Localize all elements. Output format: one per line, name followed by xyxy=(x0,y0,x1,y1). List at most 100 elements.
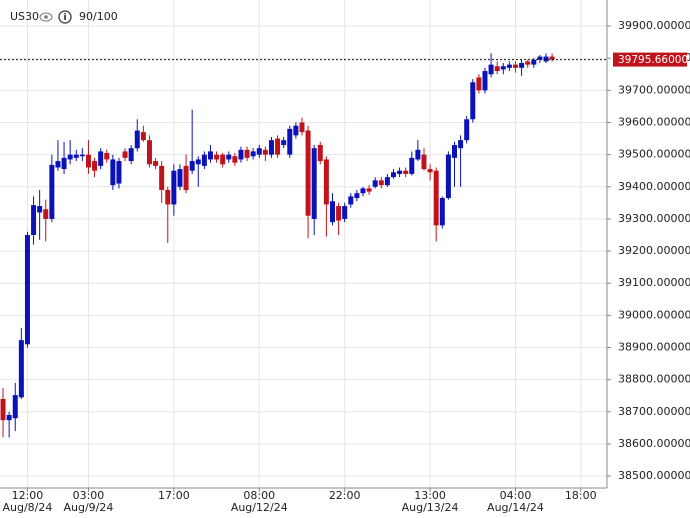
x-tick-label: 17:00 xyxy=(158,489,190,502)
x-tick-label: 22:00 xyxy=(329,489,361,502)
candle-body xyxy=(140,132,146,141)
candle-body xyxy=(153,161,159,166)
candle-body xyxy=(397,170,403,174)
y-tick-label: 39600.00000 xyxy=(618,115,690,128)
candle-body xyxy=(37,206,43,213)
candle-body xyxy=(506,64,512,68)
candle-body xyxy=(110,159,116,186)
candle-body xyxy=(159,165,165,190)
candle-body xyxy=(244,149,250,158)
candle-body xyxy=(543,56,549,62)
candle-body xyxy=(104,153,110,160)
candle-body xyxy=(238,149,244,160)
symbol: US30 xyxy=(10,10,39,23)
candle-body xyxy=(31,205,37,235)
candle-body xyxy=(12,395,18,419)
candle-body xyxy=(183,165,189,190)
candle-body xyxy=(122,151,128,158)
x-tick-label: 13:00 xyxy=(414,489,446,502)
candle-body xyxy=(146,140,152,165)
x-tick-date: Aug/8/24 xyxy=(3,501,53,514)
candle-body xyxy=(519,63,525,68)
candle-body xyxy=(433,170,439,226)
candle-body xyxy=(336,206,342,221)
candle-body xyxy=(256,148,262,155)
y-tick-label: 39400.00000 xyxy=(618,180,690,193)
x-tick-date: Aug/9/24 xyxy=(64,501,114,514)
candles xyxy=(0,53,607,438)
x-tick-date: Aug/13/24 xyxy=(402,501,459,514)
svg-text:i: i xyxy=(63,13,66,23)
candle-body xyxy=(220,154,226,165)
y-tick-label: 39200.00000 xyxy=(618,244,690,257)
candle-body xyxy=(531,59,537,65)
candle-body xyxy=(317,144,323,162)
candle-body xyxy=(79,154,85,157)
candle-body xyxy=(329,201,335,223)
y-tick-label: 39500.00000 xyxy=(618,148,690,161)
candle-body xyxy=(390,172,396,178)
axes: 38500.00000 38600.00000 38700.00000 38800.0… xyxy=(3,19,690,514)
candle-body xyxy=(476,77,482,91)
grid xyxy=(0,0,607,488)
candle-body xyxy=(116,161,122,184)
y-tick-label: 38700.00000 xyxy=(618,405,690,418)
candle-body xyxy=(293,125,299,136)
x-tick-label: 03:00 xyxy=(73,489,105,502)
candle-body xyxy=(43,209,49,219)
candle-body xyxy=(482,71,488,91)
x-tick-label: 18:00 xyxy=(565,489,597,502)
candle-body xyxy=(287,128,293,155)
candle-body xyxy=(525,61,531,65)
rating: 90/100 xyxy=(79,10,118,23)
candle-body xyxy=(165,189,171,205)
candle-body xyxy=(128,148,134,162)
candle-body xyxy=(488,64,494,75)
candle-body xyxy=(311,148,317,219)
x-tick-date: Aug/12/24 xyxy=(231,501,288,514)
candle-body xyxy=(549,56,555,60)
candle-body xyxy=(415,149,421,160)
candle-body xyxy=(201,154,207,166)
visibility-icon[interactable] xyxy=(39,12,53,22)
y-tick-label: 38500.00000 xyxy=(618,469,690,482)
candle-body xyxy=(342,206,348,219)
candle-body xyxy=(378,180,384,186)
candle-body xyxy=(427,169,433,173)
x-tick-label: 04:00 xyxy=(500,489,532,502)
candle-body xyxy=(348,196,354,205)
candle-body xyxy=(360,188,366,194)
candle-body xyxy=(458,140,464,149)
candle-body xyxy=(92,161,98,171)
y-tick-label: 39700.00000 xyxy=(618,83,690,96)
y-tick-label: 38800.00000 xyxy=(618,373,690,386)
candle-body xyxy=(464,119,470,141)
candle-body xyxy=(494,66,500,72)
y-tick-label: 38900.00000 xyxy=(618,341,690,354)
candle-body xyxy=(73,154,79,158)
info-icon[interactable]: i xyxy=(58,10,72,24)
candle-body xyxy=(18,340,24,398)
candle-body xyxy=(55,161,61,168)
candle-body xyxy=(49,164,55,219)
candle-body xyxy=(275,138,281,155)
candle-body xyxy=(177,169,183,187)
candle-body xyxy=(85,154,91,168)
x-tick-label: 12:00 xyxy=(12,489,44,502)
candle-body xyxy=(445,154,451,199)
candle-body xyxy=(250,151,256,157)
candle-body xyxy=(134,130,140,149)
candle-body xyxy=(409,157,415,174)
candle-body xyxy=(500,66,506,70)
last-price-label: 39795.66000 xyxy=(618,54,688,66)
last-price-tag xyxy=(613,52,687,67)
candle-body xyxy=(195,159,201,165)
candle-body xyxy=(366,188,372,192)
candle-body xyxy=(305,130,311,216)
candle-body xyxy=(354,193,360,199)
x-tick-label: 08:00 xyxy=(243,489,275,502)
candle-body xyxy=(403,170,409,174)
y-tick-label: 39300.00000 xyxy=(618,212,690,225)
candle-body xyxy=(214,154,220,160)
